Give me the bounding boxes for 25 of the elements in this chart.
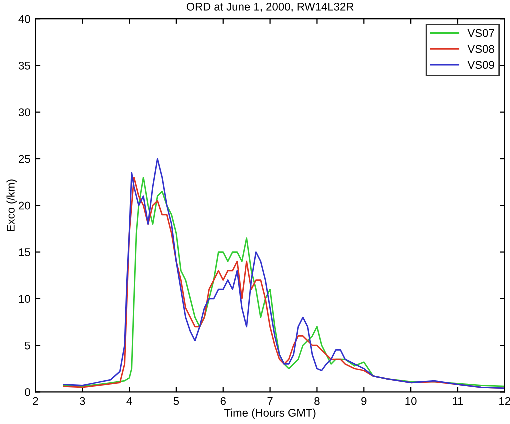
y-tick-label: 0 xyxy=(25,388,30,396)
x-tick-label: 4 xyxy=(126,397,132,406)
y-tick-label: 5 xyxy=(25,342,30,350)
chart-title: ORD at June 1, 2000, RW14L32R xyxy=(186,2,354,12)
x-tick-label: 6 xyxy=(220,397,226,406)
y-tick-label: 30 xyxy=(18,108,30,116)
x-tick-label: 5 xyxy=(174,397,180,406)
x-tick-label: 3 xyxy=(80,397,86,406)
x-tick-label: 9 xyxy=(362,397,367,406)
y-tick-label: 40 xyxy=(18,15,30,24)
x-tick-label: 2 xyxy=(33,397,38,406)
x-axis-title: Time (Hours GMT) xyxy=(224,408,316,420)
y-tick-label: 20 xyxy=(19,202,30,210)
y-tick-label: 25 xyxy=(19,155,30,164)
y-tick-label: 35 xyxy=(18,62,30,70)
legend-label: VS07 xyxy=(468,29,494,38)
legend-label: VS09 xyxy=(468,61,494,70)
x-tick-label: 7 xyxy=(268,397,273,406)
x-tick-label: 11 xyxy=(453,397,464,406)
y-tick-label: 15 xyxy=(19,248,30,256)
y-tick-label: 10 xyxy=(19,295,30,304)
y-axis-title: Exco (/km) xyxy=(6,180,18,232)
x-tick-label: 8 xyxy=(314,397,320,406)
x-tick-label: 10 xyxy=(406,397,417,406)
legend-label: VS08 xyxy=(468,45,494,54)
